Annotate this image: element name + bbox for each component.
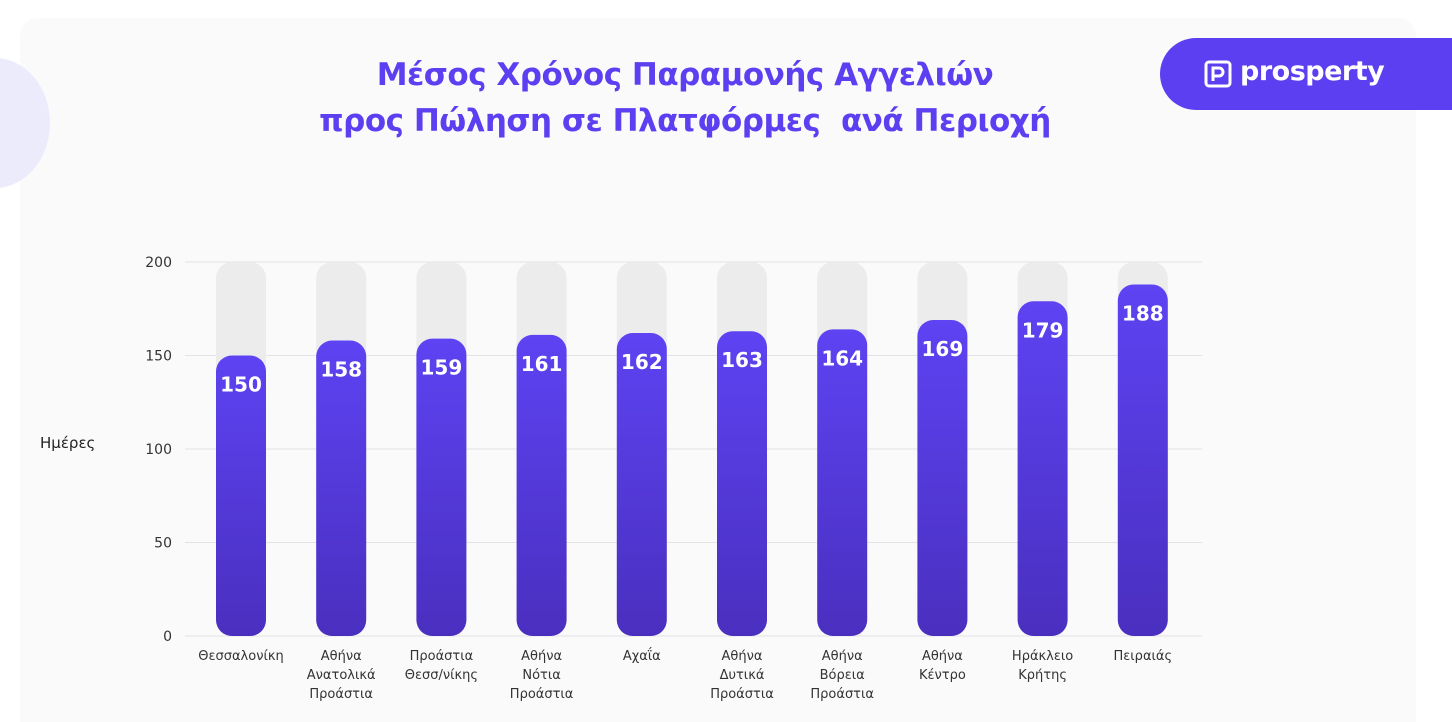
bar-value-label: 188 xyxy=(1122,301,1164,325)
x-tick-label: Αθήνα xyxy=(521,649,562,664)
chart-title-line-1: Μέσος Χρόνος Παραμονής Αγγελιών xyxy=(376,57,994,93)
x-tick-label: Ανατολικά xyxy=(307,668,376,683)
bar xyxy=(616,333,667,636)
brand-badge: prosperty xyxy=(1160,38,1452,110)
brand-name: prosperty xyxy=(1240,56,1385,87)
x-tick-label: Δυτικά xyxy=(720,668,765,683)
bar xyxy=(316,340,367,636)
x-tick-label: Προάστια xyxy=(309,687,373,702)
bar xyxy=(516,334,567,636)
y-tick-label: 150 xyxy=(145,349,172,365)
x-tick-label: Αχαΐα xyxy=(623,648,661,664)
x-tick-label: Κέντρο xyxy=(919,668,966,683)
bar xyxy=(717,331,767,636)
bar-value-label: 161 xyxy=(521,352,563,376)
chart-title: Μέσος Χρόνος Παραμονής Αγγελιών προς Πώλ… xyxy=(180,52,1190,144)
x-tick-label: Αθήνα xyxy=(822,649,863,664)
x-tick-label: Πειραιάς xyxy=(1113,649,1172,664)
bar xyxy=(817,329,868,636)
prosperty-logo-icon xyxy=(1204,60,1232,88)
bar xyxy=(917,319,968,636)
bar-value-label: 164 xyxy=(821,346,863,370)
y-tick-label: 200 xyxy=(145,255,172,271)
bar-value-label: 162 xyxy=(621,350,663,374)
x-tick-label: Προάστια xyxy=(710,687,774,702)
x-tick-label: Αθήνα xyxy=(722,649,763,664)
x-tick-label: Προάστια xyxy=(510,687,574,702)
bar-value-label: 169 xyxy=(922,337,964,361)
y-tick-label: 50 xyxy=(154,536,172,552)
bar-value-label: 158 xyxy=(320,358,362,382)
bar xyxy=(1117,284,1168,636)
x-tick-label: Κρήτης xyxy=(1018,668,1067,683)
x-tick-label: Νότια xyxy=(522,668,560,683)
x-tick-label: Θεσσ/νίκης xyxy=(405,668,478,683)
bar-value-label: 150 xyxy=(220,373,262,397)
x-tick-label: Προάστια xyxy=(410,649,474,664)
bar-value-label: 163 xyxy=(721,348,763,372)
x-tick-label: Αθήνα xyxy=(321,649,362,664)
bar xyxy=(416,338,467,636)
x-tick-label: Βόρεια xyxy=(820,668,865,683)
bar xyxy=(1017,301,1068,636)
y-tick-label: 0 xyxy=(163,629,172,645)
y-axis-label: Ημέρες xyxy=(40,434,96,452)
bar xyxy=(216,355,266,636)
x-tick-label: Αθήνα xyxy=(922,649,963,664)
chart-title-line-2: προς Πώληση σε Πλατφόρμες ανά Περιοχή xyxy=(319,103,1051,139)
x-tick-label: Θεσσαλονίκη xyxy=(198,649,284,664)
bar-value-label: 159 xyxy=(421,356,463,380)
y-tick-label: 100 xyxy=(145,442,172,458)
x-tick-label: Ηράκλειο xyxy=(1012,649,1073,664)
bar-value-label: 179 xyxy=(1022,318,1064,342)
x-tick-label: Προάστια xyxy=(810,687,874,702)
